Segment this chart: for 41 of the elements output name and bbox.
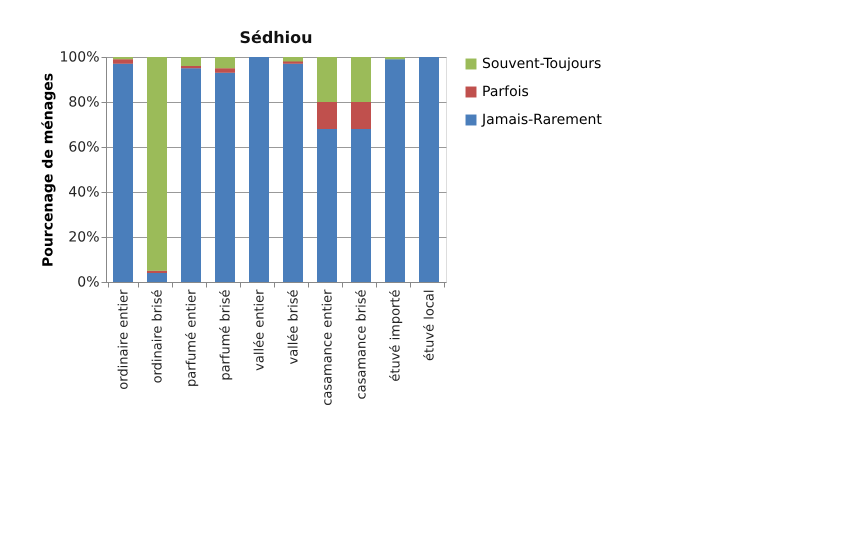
legend-label: Souvent-Toujours [482,56,602,72]
y-tick-label: 60% [68,140,100,156]
bar [317,129,337,282]
bar [317,102,337,129]
x-tick-label: étuvé importé [388,290,404,382]
chart-title: Sédhiou [239,28,313,47]
legend-label: Parfois [482,84,529,100]
bar [147,57,167,271]
bar [113,59,133,64]
bar [215,57,235,68]
bar [351,57,371,102]
bar [113,64,133,282]
x-tick-label: ordinaire entier [116,288,132,390]
y-tick-label: 100% [59,50,100,66]
y-tick-label: 0% [77,274,100,290]
bar [317,57,337,102]
x-tick-label: vallée entier [252,288,268,371]
x-tick-label: ordinaire brisé [150,290,166,384]
x-tick-label: étuvé local [422,290,438,361]
bar [351,129,371,282]
y-tick-label: 40% [68,184,100,200]
bar [249,57,269,282]
y-tick-label: 20% [68,230,100,246]
bar [215,72,235,282]
bar [147,273,167,282]
bar [181,57,201,66]
bar [283,57,303,62]
y-axis-title: Pourcenage de ménages [40,72,56,268]
y-tick-label: 80% [68,94,100,110]
bar [181,68,201,282]
bar [419,57,439,282]
x-tick-label: parfumé entier [184,288,200,387]
x-tick-label: casamance entier [320,288,336,406]
bar [385,59,405,282]
legend-label: Jamais-Rarement [481,112,602,128]
x-tick-label: casamance brisé [354,290,370,400]
bar [215,68,235,73]
x-tick-label: parfumé brisé [218,290,234,381]
bar [351,102,371,129]
bar [283,64,303,282]
x-tick-label: vallée brisé [286,290,302,364]
